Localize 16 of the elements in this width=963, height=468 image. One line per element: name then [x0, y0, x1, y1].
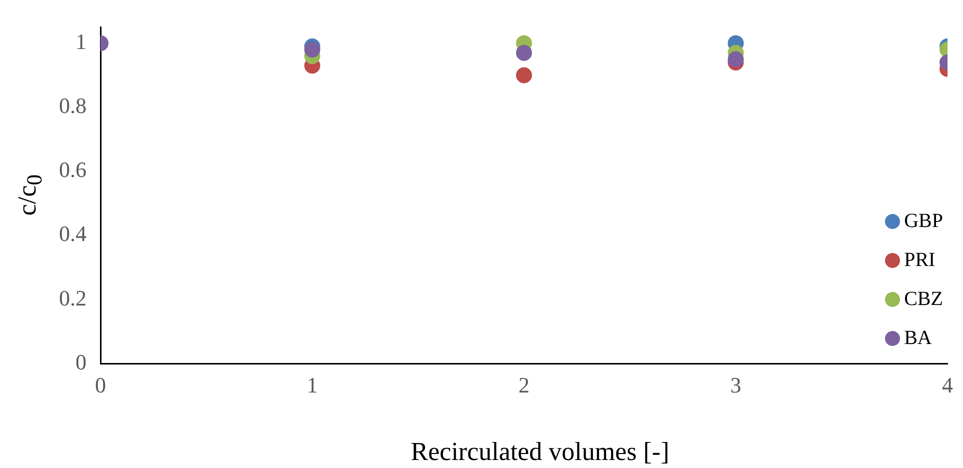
legend-label: CBZ: [904, 288, 943, 311]
legend-label: PRI: [904, 249, 936, 272]
x-axis-title: Recirculated volumes [-]: [410, 437, 670, 467]
x-tick-label: 0: [95, 372, 106, 398]
y-tick-label: 0.2: [59, 285, 86, 310]
x-tick-label: 1: [306, 372, 318, 398]
y-tick-label: 0.4: [59, 221, 86, 246]
y-tick-label: 1: [76, 29, 86, 54]
x-tick-label: 4: [942, 372, 953, 398]
y-tick-label: 0.8: [59, 93, 86, 118]
legend-label: BA: [904, 327, 932, 350]
y-tick-label: 0.6: [59, 157, 86, 182]
x-tick-label: 2: [518, 372, 530, 398]
x-tick-label: 3: [730, 372, 742, 398]
legend-label: GBP: [904, 210, 943, 233]
y-tick-label: 0: [76, 349, 86, 374]
